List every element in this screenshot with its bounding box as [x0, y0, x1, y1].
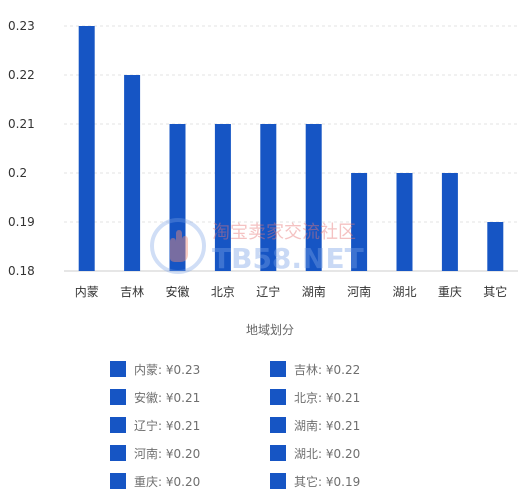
bar[interactable]: [169, 124, 186, 271]
legend-swatch: [110, 417, 126, 433]
bar[interactable]: [305, 124, 322, 271]
y-tick-label: 0.18: [8, 264, 35, 278]
legend: 内蒙: ¥0.23 吉林: ¥0.22 安徽: ¥0.21 北京: ¥0.21 …: [110, 360, 430, 490]
legend-label: 北京: ¥0.21: [294, 390, 361, 405]
legend-swatch: [110, 473, 126, 489]
y-tick-label: 0.19: [8, 215, 35, 229]
legend-item[interactable]: 湖北: ¥0.20: [270, 444, 430, 462]
x-axis-title: 地域划分: [246, 323, 294, 337]
legend-label: 湖南: ¥0.21: [294, 418, 361, 433]
bar[interactable]: [260, 124, 277, 271]
legend-swatch: [110, 361, 126, 377]
legend-item[interactable]: 河南: ¥0.20: [110, 444, 270, 462]
bar[interactable]: [351, 173, 368, 271]
x-tick-label: 内蒙: [75, 285, 99, 299]
x-tick-label: 重庆: [438, 285, 462, 299]
legend-item[interactable]: 北京: ¥0.21: [270, 388, 430, 406]
x-tick-label: 北京: [211, 285, 235, 299]
bar[interactable]: [396, 173, 413, 271]
bar[interactable]: [441, 173, 458, 271]
legend-label: 湖北: ¥0.20: [294, 446, 361, 461]
legend-swatch: [110, 445, 126, 461]
legend-item[interactable]: 辽宁: ¥0.21: [110, 416, 270, 434]
y-tick-label: 0.22: [8, 68, 35, 82]
legend-item[interactable]: 重庆: ¥0.20: [110, 472, 270, 490]
legend-label: 重庆: ¥0.20: [134, 474, 201, 489]
y-tick-label: 0.21: [8, 117, 35, 131]
y-tick-label: 0.2: [8, 166, 27, 180]
legend-item[interactable]: 其它: ¥0.19: [270, 472, 430, 490]
bar[interactable]: [124, 75, 141, 271]
legend-swatch: [270, 473, 286, 489]
y-tick-label: 0.23: [8, 19, 35, 33]
legend-label: 内蒙: ¥0.23: [134, 362, 201, 377]
bar[interactable]: [487, 222, 504, 271]
legend-item[interactable]: 吉林: ¥0.22: [270, 360, 430, 378]
legend-item[interactable]: 安徽: ¥0.21: [110, 388, 270, 406]
legend-swatch: [270, 445, 286, 461]
legend-swatch: [110, 389, 126, 405]
legend-item[interactable]: 内蒙: ¥0.23: [110, 360, 270, 378]
legend-swatch: [270, 417, 286, 433]
legend-label: 河南: ¥0.20: [134, 446, 201, 461]
x-tick-label: 湖北: [392, 284, 416, 299]
legend-swatch: [270, 361, 286, 377]
legend-item[interactable]: 湖南: ¥0.21: [270, 416, 430, 434]
bar[interactable]: [78, 26, 95, 271]
legend-label: 吉林: ¥0.22: [294, 362, 361, 377]
legend-label: 其它: ¥0.19: [294, 474, 361, 489]
y-tick-labels: 0.18 0.19 0.2 0.21 0.22 0.23: [8, 19, 35, 278]
x-tick-label: 湖南: [302, 284, 326, 299]
bars: [78, 26, 504, 271]
legend-label: 安徽: ¥0.21: [134, 390, 201, 405]
x-tick-label: 其它: [483, 284, 507, 299]
x-tick-labels: 内蒙 吉林 安徽 北京 辽宁 湖南 河南 湖北 重庆 其它: [75, 284, 508, 299]
legend-label: 辽宁: ¥0.21: [134, 418, 201, 433]
x-tick-label: 河南: [347, 284, 371, 299]
bar[interactable]: [214, 124, 231, 271]
legend-swatch: [270, 389, 286, 405]
x-tick-label: 安徽: [165, 284, 189, 299]
x-tick-label: 辽宁: [256, 284, 280, 299]
x-tick-label: 吉林: [120, 285, 144, 299]
